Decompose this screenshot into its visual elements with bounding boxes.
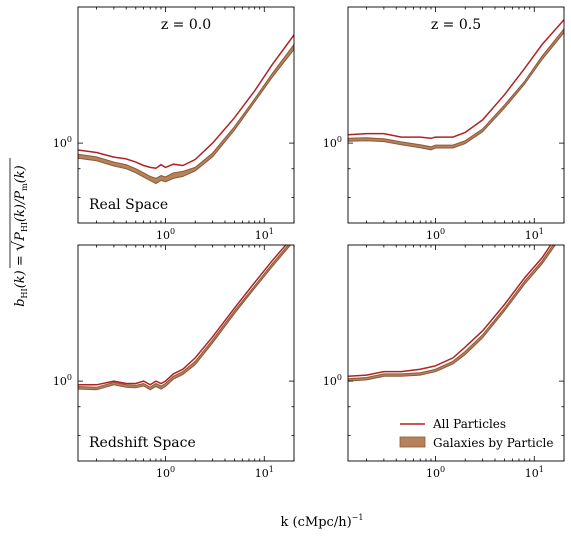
panel-annotation: Redshift Space [89, 435, 196, 451]
panel-title: z = 0.5 [431, 17, 481, 33]
y-axis-label: bHI(k) = √PHI(k)/Pm(k) [9, 158, 29, 307]
svg-text:bHI(k) = √PHI(k)/Pm(k): bHI(k) = √PHI(k)/Pm(k) [9, 165, 29, 307]
x-tick-label: 100 [426, 227, 445, 242]
panel-top-right: 100 101 100 z = 0.5 [323, 6, 565, 242]
y-tick-label: 100 [53, 135, 72, 150]
x-tick-label: 101 [525, 227, 544, 242]
y-tick-label: 100 [53, 373, 72, 388]
plot-area [348, 19, 564, 151]
series-all-particles [348, 19, 564, 140]
axes-frame [347, 244, 565, 462]
x-tick-label: 101 [255, 227, 274, 242]
series-galaxies-by-particle [78, 245, 292, 391]
y-tick-label: 100 [323, 373, 342, 388]
x-tick-label: 101 [525, 465, 544, 480]
y-tick-label: 100 [323, 135, 342, 150]
panel-top-left: 100 101 100 z = 0.0 Real Space [53, 6, 295, 242]
plot-area [78, 245, 292, 391]
axes-frame [347, 6, 565, 224]
panel-bottom-right: 100 101 100 [323, 244, 565, 480]
panel-title: z = 0.0 [161, 17, 211, 33]
plot-area [78, 34, 294, 185]
series-all-particles [78, 34, 294, 169]
series-galaxies-by-particle [348, 28, 564, 151]
x-tick-label: 100 [156, 465, 175, 480]
plot-area [348, 245, 556, 382]
axes-frame [77, 244, 295, 462]
x-axis-label: k (cMpc/h)−1 [281, 513, 364, 530]
x-tick-label: 101 [255, 465, 274, 480]
legend-swatch-galaxies [399, 436, 426, 448]
axes-frame [77, 6, 295, 224]
series-all-particles [78, 245, 287, 386]
panel-bottom-left: 100 101 100 Redshift Space [53, 244, 295, 480]
legend: All Particles Galaxies by Particle [399, 417, 553, 450]
legend-label-galaxies: Galaxies by Particle [433, 436, 553, 450]
legend-label-all-particles: All Particles [432, 417, 506, 431]
panel-annotation: Real Space [89, 197, 168, 213]
series-galaxies-by-particle [78, 43, 294, 185]
x-tick-label: 100 [156, 227, 175, 242]
series-galaxies-by-particle [348, 245, 556, 382]
x-tick-label: 100 [426, 465, 445, 480]
series-all-particles [348, 245, 552, 378]
